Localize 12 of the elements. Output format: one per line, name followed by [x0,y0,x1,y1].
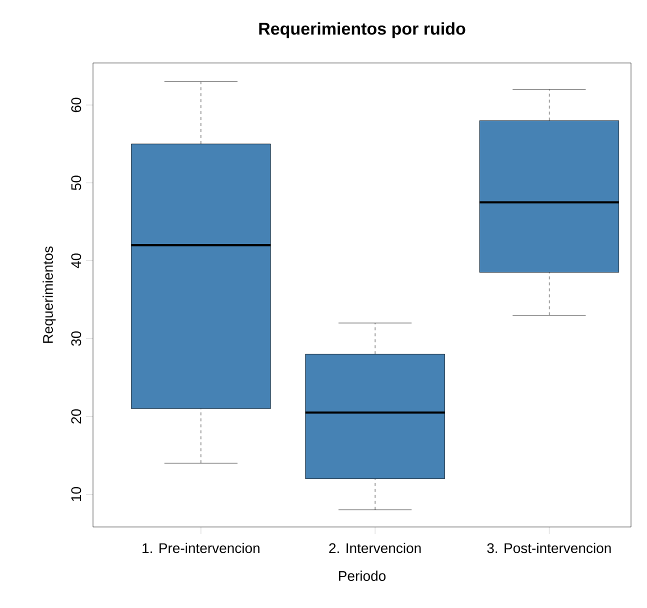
x-tick-label: 3. Post-intervencion [487,542,611,554]
y-tick-label: 40 [71,253,82,268]
x-tick-label: 1. Pre-intervencion [142,542,260,554]
y-tick-label: 50 [71,176,82,190]
y-tick-label: 30 [71,331,82,346]
x-axis-title: Periodo [339,570,386,581]
y-tick-label: 60 [71,98,82,112]
chart-title: Requerimientos por ruido [259,22,466,38]
x-tick-label: 2. Intervencion [329,542,421,554]
y-tick-label: 20 [71,409,82,424]
y-tick-label: 10 [71,487,82,502]
y-axis-title: Requerimientos [42,246,56,343]
